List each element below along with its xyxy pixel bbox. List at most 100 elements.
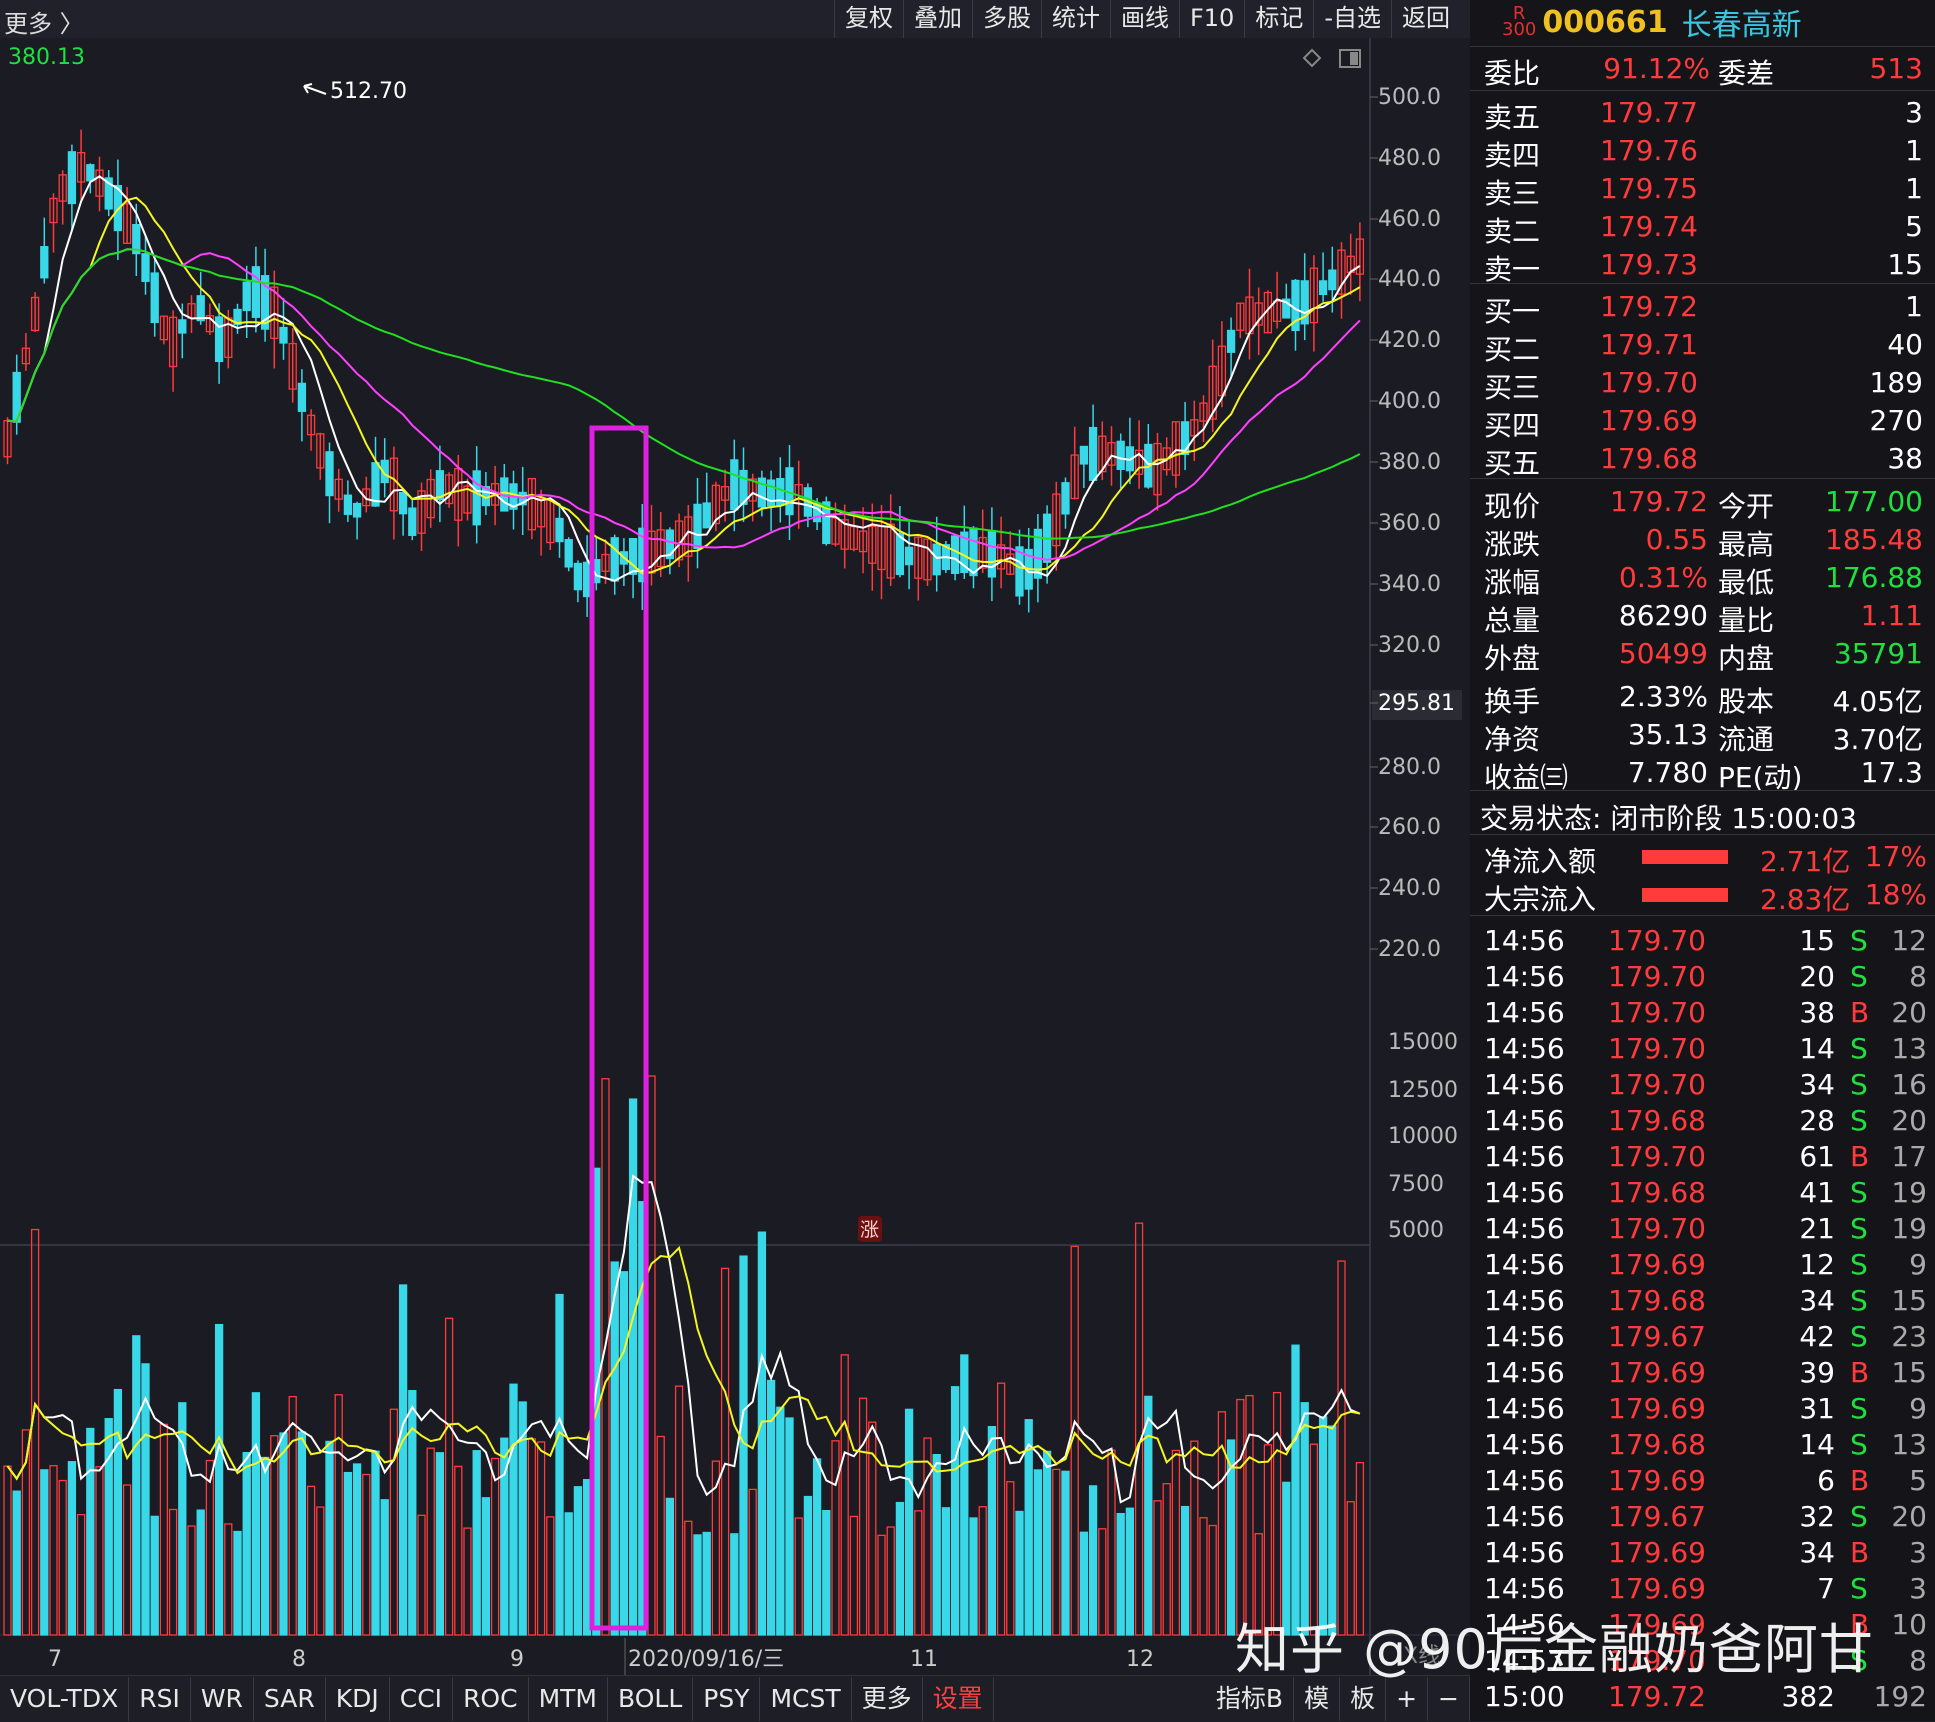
volume-bar [776, 1406, 785, 1636]
candle-body [150, 272, 159, 324]
candle-body [1190, 419, 1199, 437]
candle-body [86, 164, 95, 182]
tick-row: 15:00 179.72 382 192 [1484, 1680, 1927, 1713]
volume-bar [693, 1534, 702, 1636]
bid-row: 买四 179.69 270 [1484, 404, 1923, 442]
tick-row: 14:56 179.68 14 S 13 [1484, 1428, 1927, 1461]
volume-bar [463, 1527, 472, 1636]
volume-bar [279, 1432, 288, 1636]
indicator-tab-8[interactable]: BOLL [608, 1677, 694, 1721]
indicator-tab-4[interactable]: KDJ [326, 1677, 390, 1721]
candle-body [306, 414, 316, 436]
more-menu[interactable]: 更多 〉 [4, 10, 84, 38]
volume-bar [260, 1456, 270, 1636]
volume-bar [1190, 1440, 1199, 1636]
indicator-tab-3[interactable]: SAR [254, 1677, 326, 1721]
flow-row: 大宗流入 2.83亿 18% [1484, 878, 1927, 916]
indicator-tab-0[interactable]: VOL-TDX [0, 1677, 130, 1721]
price-tick: 295.81 [1378, 691, 1455, 716]
volume-bar [214, 1323, 224, 1636]
toolbar-button-4[interactable]: 画线 [1109, 0, 1179, 38]
candle-body [748, 478, 757, 502]
layout-icon[interactable] [1339, 49, 1361, 68]
candle-body [656, 529, 665, 568]
watermark: 知乎 @90后金融奶爸阿甘 [1235, 1618, 1874, 1681]
volume-tick: 10000 [1388, 1124, 1458, 1149]
tick-row: 14:57 179.70 S 8 [1484, 1644, 1927, 1677]
flow-bar [1642, 850, 1728, 864]
volume-bar [58, 1479, 67, 1636]
volume-bar [1291, 1344, 1300, 1636]
kline-chart[interactable]: 500.0 480.0 460.0 440.0 420.0 400.0 380.0 360.0… [0, 38, 1470, 1678]
volume-bar [1116, 1512, 1125, 1636]
toolbar-button-5[interactable]: F10 [1178, 0, 1244, 38]
candle-body [840, 519, 849, 550]
candle-body [555, 517, 564, 543]
toolbar-button-0[interactable]: 复权 [833, 0, 903, 38]
indicator-tab-7[interactable]: MTM [529, 1677, 608, 1721]
candle-body [30, 296, 40, 332]
candle-body [987, 529, 997, 578]
toolbar-button-3[interactable]: 统计 [1040, 0, 1110, 38]
candle-body [40, 246, 49, 279]
volume-bar [711, 1460, 721, 1636]
bid-row: 买二 179.71 40 [1484, 328, 1923, 366]
volume-bar [978, 1506, 987, 1636]
volume-bar [187, 1525, 196, 1636]
price-tick: 420.0 [1378, 328, 1441, 353]
candle-body [1328, 269, 1337, 291]
volume-bar [923, 1437, 932, 1636]
volume-bar [987, 1426, 997, 1636]
candle-body [1272, 300, 1282, 322]
volume-bar [1033, 1469, 1043, 1636]
chart-toolbar: 更多 〉 复权 叠加 多股 统计 画线 F10 标记 -自选 返回 [0, 0, 1470, 39]
volume-bar [21, 1429, 31, 1636]
indicator-tab-11[interactable]: 更多 [852, 1677, 923, 1721]
candle-body [122, 203, 132, 244]
volume-bar [49, 1465, 58, 1636]
indicator-tab-6[interactable]: ROC [453, 1677, 529, 1721]
panel-control-3[interactable]: + [1386, 1677, 1429, 1721]
indicator-tab-1[interactable]: RSI [129, 1677, 191, 1721]
candle-body [1079, 445, 1089, 465]
candle-body [1180, 421, 1190, 455]
panel-control-4[interactable]: − [1428, 1677, 1470, 1721]
volume-bar [1254, 1533, 1263, 1636]
indicator-tab-2[interactable]: WR [191, 1677, 254, 1721]
volume-bar [242, 1452, 251, 1636]
volume-bar [444, 1317, 454, 1636]
candle-body [1208, 365, 1217, 420]
indicator-tab-9[interactable]: PSY [693, 1677, 761, 1721]
panel-control-1[interactable]: 模 [1294, 1677, 1341, 1721]
candle-body [251, 266, 261, 318]
volume-bar [665, 1497, 675, 1636]
candle-body [1107, 442, 1116, 466]
diamond-icon[interactable] [1302, 48, 1322, 68]
indicator-tab-10[interactable]: MCST [760, 1677, 852, 1721]
panel-control-2[interactable]: 板 [1340, 1677, 1387, 1721]
volume-bar [914, 1510, 923, 1636]
zhang-marker: 涨 [858, 1216, 882, 1242]
toolbar-button-1[interactable]: 叠加 [902, 0, 972, 38]
volume-bar [150, 1515, 159, 1636]
candle-body [1254, 302, 1263, 326]
candle-body [371, 462, 380, 507]
toolbar-button-8[interactable]: 返回 [1391, 0, 1460, 38]
tick-row: 14:56 179.67 42 S 23 [1484, 1320, 1927, 1353]
bid-row: 买三 179.70 189 [1484, 366, 1923, 404]
stock-code[interactable]: 000661 [1542, 4, 1668, 40]
toolbar-button-2[interactable]: 多股 [971, 0, 1041, 38]
volume-bar [803, 1495, 813, 1636]
panel-control-0[interactable]: 指标B [1206, 1677, 1295, 1721]
toolbar-button-7[interactable]: -自选 [1313, 0, 1391, 38]
date-label: 2020/09/16/三 [628, 1647, 784, 1672]
candle-body [297, 382, 307, 412]
volume-bar [1355, 1461, 1365, 1636]
candle-body [1309, 267, 1319, 324]
toolbar-button-6[interactable]: 标记 [1244, 0, 1313, 38]
stock-name[interactable]: 长春高新 [1681, 8, 1802, 43]
flow-bar [1642, 888, 1728, 902]
indicator-tab-5[interactable]: CCI [390, 1677, 454, 1721]
indicator-tab-12[interactable]: 设置 [923, 1677, 994, 1721]
candle-body [233, 308, 242, 326]
